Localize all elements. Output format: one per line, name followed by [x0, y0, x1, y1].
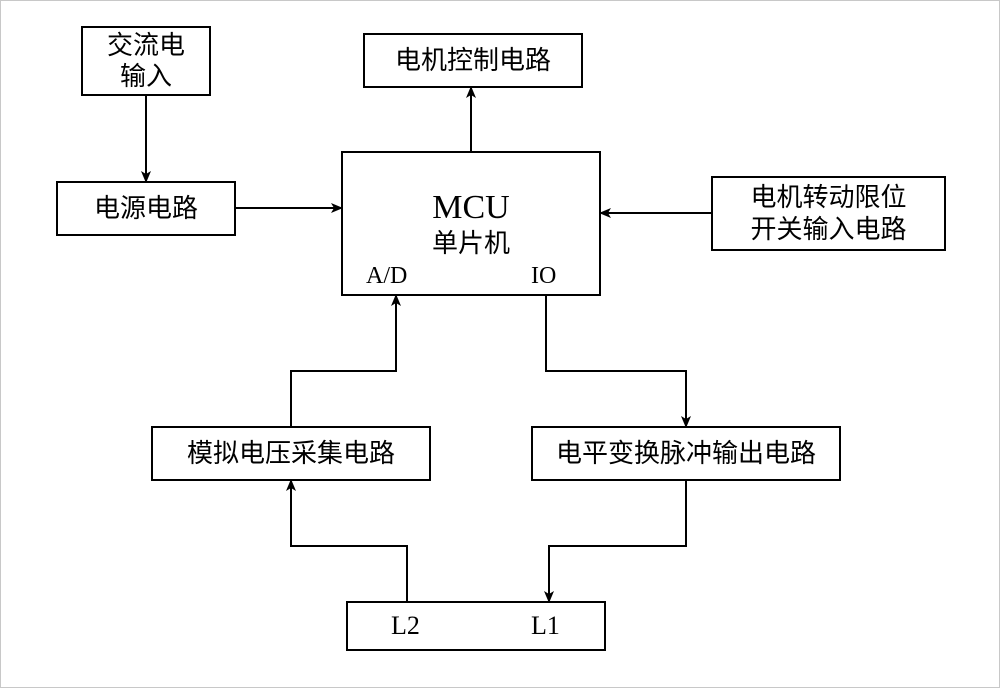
node-limit-switch-input: 电机转动限位 开关输入电路 [711, 176, 946, 251]
node-analog-voltage-acq: 模拟电压采集电路 [151, 426, 431, 481]
node-ac-input-line2: 输入 [120, 61, 172, 92]
node-motor-control: 电机控制电路 [363, 33, 583, 88]
node-limit-line1: 电机转动限位 [750, 182, 906, 213]
edge-l2_to_analog [291, 481, 407, 601]
l1-label: L1 [531, 611, 560, 641]
node-mcu-line1: MCU [432, 188, 509, 229]
mcu-port-io: IO [531, 263, 556, 290]
edge-io_to_level [546, 296, 686, 426]
node-limit-line2: 开关输入电路 [750, 214, 906, 245]
mcu-port-ad: A/D [366, 263, 407, 290]
edge-level_to_l1 [549, 481, 686, 601]
node-ac-input: 交流电 输入 [81, 26, 211, 96]
node-level-label: 电平变换脉冲输出电路 [556, 438, 816, 469]
diagram-canvas: 交流电 输入 电源电路 电机控制电路 MCU 单片机 A/D IO 电机转动限位… [0, 0, 1000, 688]
node-power-label: 电源电路 [94, 193, 198, 224]
l2-label: L2 [391, 611, 420, 641]
node-level-pulse-output: 电平变换脉冲输出电路 [531, 426, 841, 481]
node-l-box [346, 601, 606, 651]
node-mcu-line2: 单片机 [432, 228, 510, 259]
edges-layer [1, 1, 1000, 689]
node-motor-control-label: 电机控制电路 [395, 45, 551, 76]
node-power-circuit: 电源电路 [56, 181, 236, 236]
node-analog-label: 模拟电压采集电路 [187, 438, 395, 469]
node-ac-input-line1: 交流电 [107, 30, 185, 61]
edge-analog_to_ad [291, 296, 396, 426]
